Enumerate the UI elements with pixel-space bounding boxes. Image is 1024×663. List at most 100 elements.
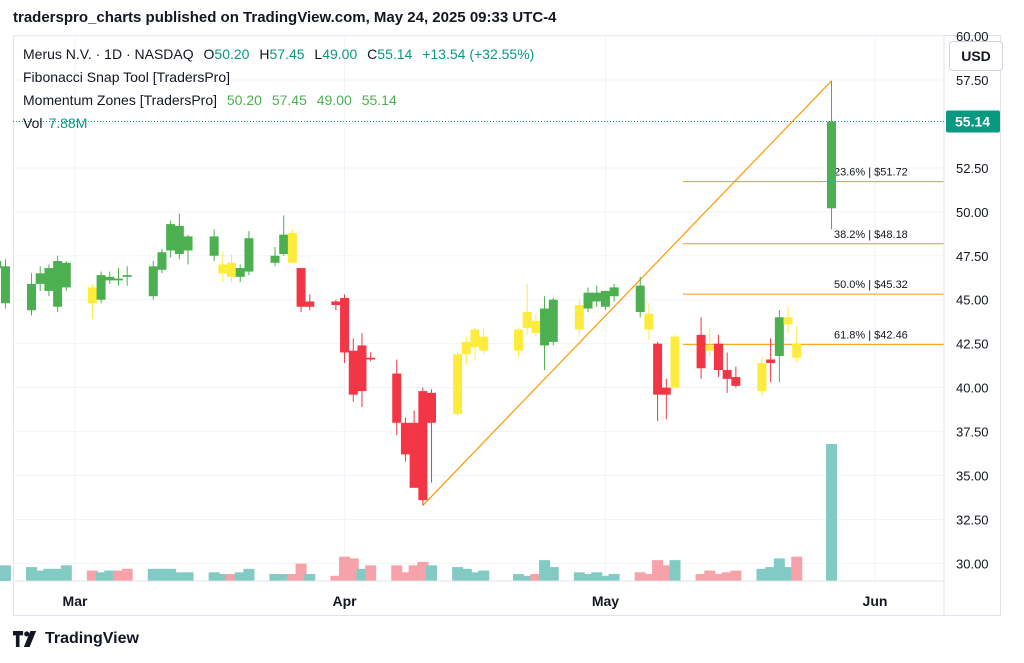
volume-bar [217,574,229,581]
price-tick-label: 52.50 [956,161,989,176]
volume-bar [86,570,98,581]
candle-body [418,391,428,501]
price-tick-label: 32.50 [956,512,989,527]
candle-body [731,377,741,386]
volume-bar [478,570,490,581]
volume-bar [512,574,524,581]
candle-body [653,343,663,395]
candle-body [774,317,784,356]
time-tick-label: Apr [333,593,358,609]
candle-body [279,234,289,254]
candle-body [27,283,37,311]
price-axis[interactable]: 30.00 32.50 35.00 37.50 40.00 42.50 45.00 47.50… [943,29,989,616]
volume-bar [643,574,655,581]
volume-bar [26,567,38,581]
candle-body [305,301,315,307]
candle-body [209,236,219,256]
volume-bar [791,556,803,581]
volume-bar [652,560,664,581]
volume-bar [243,568,255,581]
candle-body [183,236,193,251]
volume-bar [52,568,64,581]
volume-bar [695,574,707,581]
volume-bar [721,572,733,581]
low-value: 49.00 [322,46,358,62]
volume-bar [782,567,794,581]
price-tick-label: 57.50 [956,73,989,88]
candle-body [766,359,776,363]
candle-body [270,255,280,263]
volume-bar [347,558,359,581]
momentum-value: 57.45 [271,92,307,108]
candle-body [122,275,132,277]
volume-bars [0,444,838,581]
candle-body [87,287,97,304]
candle-body [53,261,63,307]
tradingview-logo-icon [13,631,37,647]
indicator-momentum-label: Momentum Zones [TradersPro] [23,92,217,108]
grid-lines [13,35,944,581]
currency-button[interactable]: USD [949,41,1003,71]
volume-bar [469,572,481,581]
candle-body [0,261,2,269]
last-price-label: 55.14 [955,113,990,129]
volume-bar [582,574,594,581]
candle-body [366,357,376,360]
candle-body [757,363,767,392]
volume-bar [460,568,472,581]
candle-body [148,266,158,297]
indicator-volume[interactable]: Vol 7.88M [23,115,87,131]
indicator-fibonacci-label: Fibonacci Snap Tool [TradersPro] [23,69,230,85]
last-price-marker: 55.14 [13,110,1000,133]
volume-bar [95,572,107,581]
candle-body [548,299,558,342]
published-caption: traderspro_charts published on TradingVi… [13,9,557,26]
candle-body [540,308,550,346]
time-axis[interactable]: Mar Apr May Jun [13,580,944,609]
candle-body [296,268,306,307]
volume-bar [356,568,368,581]
volume-bar [608,574,620,581]
indicator-momentum[interactable]: Momentum Zones [TradersPro] 50.20 57.45 … [23,92,397,108]
volume-bar [286,574,298,581]
high-value: 57.45 [269,46,305,62]
candle-body [827,121,837,209]
volume-bar [365,565,377,581]
momentum-value: 55.14 [361,92,397,108]
candle-body [157,252,167,270]
volume-bar [765,567,777,581]
candle-body [461,341,471,355]
time-tick-label: Mar [63,593,88,609]
momentum-value: 49.00 [316,92,352,108]
tradingview-logo[interactable]: TradingView [13,630,139,648]
candle-body [583,292,593,309]
symbol-name[interactable]: Merus N.V. · 1D · NASDAQ [23,46,194,62]
candle-body [722,370,732,379]
candle-body [227,262,237,277]
volume-bar [112,570,124,581]
price-tick-label: 45.00 [956,293,989,308]
volume-bar [573,572,585,581]
last-price-label-box [946,110,1000,133]
volume-bar [269,574,281,581]
candle-body [235,268,245,277]
brand-name: TradingView [45,630,139,647]
fib-level-label: 61.8% | $42.46 [834,329,908,341]
volume-bar [660,565,672,581]
candle-body [713,343,723,371]
volume-bar [226,574,238,581]
high-label: H [259,46,270,62]
volume-bar [408,565,420,581]
fibonacci-levels: 23.6% | $51.72 38.2% | $48.18 50.0% | $45.… [422,80,944,506]
volume-value: 7.88M [48,115,88,131]
volume-bar [339,556,351,581]
candle-body [44,268,54,291]
candle-body [61,262,71,288]
candle-body [348,350,358,395]
candle-body [600,290,610,307]
indicator-fibonacci[interactable]: Fibonacci Snap Tool [TradersPro] [23,69,230,85]
candle-body [531,320,541,334]
candle-body [661,387,671,395]
volume-bar [165,568,177,581]
